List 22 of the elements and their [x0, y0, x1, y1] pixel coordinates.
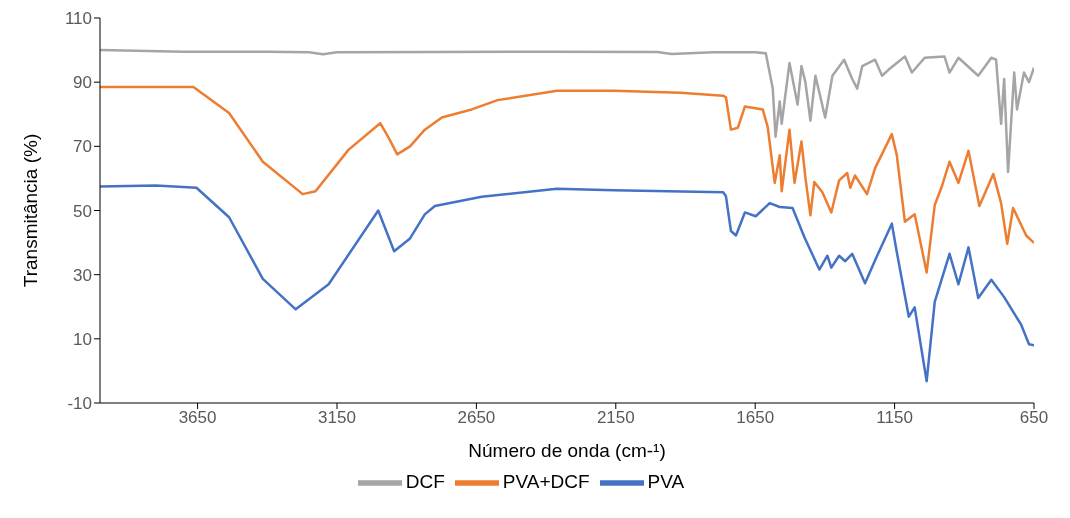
legend-label: PVA	[647, 471, 685, 493]
x-tick-label: 3650	[178, 408, 217, 428]
legend-label: PVA+DCF	[502, 471, 590, 493]
y-tick-label: 10	[73, 329, 92, 349]
legend-label: DCF	[405, 471, 445, 493]
y-tick-label: 50	[73, 201, 92, 221]
x-tick-label: 2150	[596, 408, 635, 428]
x-tick-label: 2650	[457, 408, 496, 428]
x-axis-title: Número de onda (cm-¹)	[468, 440, 666, 461]
y-tick-label: 70	[73, 137, 92, 157]
y-tick-label: 90	[73, 73, 92, 93]
y-tick-label: 30	[73, 265, 92, 285]
line-series	[100, 85, 1034, 274]
line-series	[100, 184, 1034, 383]
x-tick-label: 1150	[876, 408, 913, 428]
x-tick-label: 650	[1019, 408, 1049, 428]
line-series	[100, 48, 1034, 174]
x-tick-label: 1650	[736, 408, 775, 428]
y-tick-label: -10	[67, 394, 92, 414]
x-tick-label: 3150	[318, 408, 356, 428]
y-tick-label: 110	[64, 9, 92, 29]
y-axis-title: Transmitância (%)	[19, 133, 41, 288]
